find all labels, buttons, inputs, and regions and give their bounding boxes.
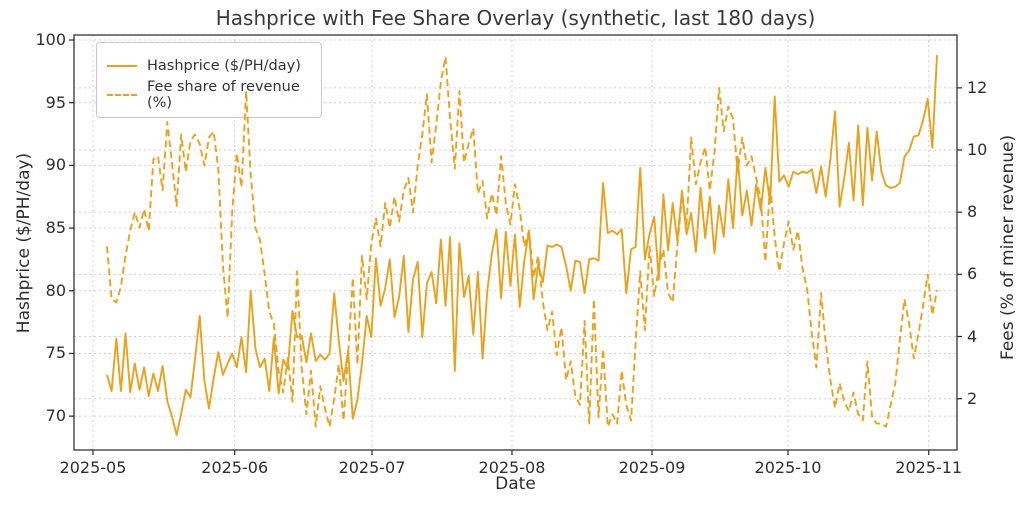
legend-label: Hashprice ($/PH/day) [147, 57, 301, 74]
legend-entry-fee-share: Fee share of revenue (%) [107, 78, 311, 111]
solid-line-sample-icon [107, 64, 137, 67]
legend: Hashprice ($/PH/day) Fee share of revenue… [96, 42, 322, 118]
plot-spines [73, 34, 958, 451]
legend-label: Fee share of revenue (%) [147, 78, 300, 111]
dashed-line-sample-icon [107, 93, 137, 96]
legend-entry-hashprice: Hashprice ($/PH/day) [107, 51, 311, 80]
